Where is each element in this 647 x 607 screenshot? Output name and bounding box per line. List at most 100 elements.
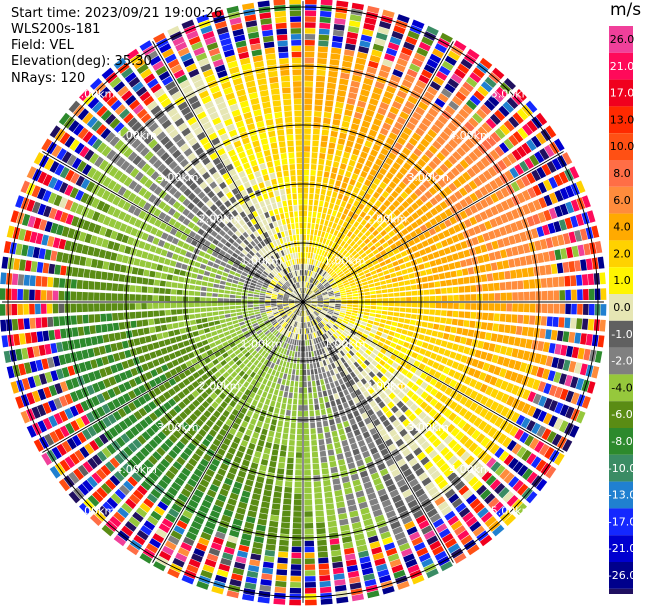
velocity-gate <box>438 374 447 382</box>
velocity-gate <box>363 288 370 292</box>
velocity-gate <box>317 539 327 546</box>
velocity-gate <box>329 298 335 301</box>
velocity-gate <box>294 300 301 302</box>
velocity-gate <box>336 337 342 343</box>
velocity-gate <box>340 357 346 364</box>
velocity-gate <box>329 319 335 324</box>
velocity-gate <box>316 361 320 368</box>
velocity-gate <box>325 214 331 221</box>
velocity-gate <box>344 170 352 178</box>
velocity-gate <box>377 153 386 161</box>
velocity-gate <box>574 332 581 344</box>
velocity-gate <box>164 258 171 266</box>
velocity-gate <box>387 195 395 203</box>
velocity-gate <box>335 296 341 299</box>
velocity-gate <box>175 552 188 563</box>
velocity-gate <box>106 497 118 509</box>
velocity-gate <box>336 453 344 460</box>
velocity-gate <box>564 374 573 387</box>
velocity-gate <box>425 329 433 336</box>
velocity-gate <box>432 156 442 166</box>
velocity-gate <box>337 245 343 252</box>
velocity-gate <box>386 263 394 269</box>
velocity-gate <box>141 345 149 353</box>
velocity-gate <box>256 318 263 322</box>
velocity-gate <box>451 95 463 106</box>
velocity-gate <box>408 457 418 467</box>
velocity-gate <box>299 381 303 388</box>
velocity-gate <box>456 130 467 141</box>
velocity-gate <box>113 220 122 230</box>
velocity-gate <box>320 270 325 276</box>
velocity-gate <box>402 324 410 330</box>
velocity-gate <box>462 171 472 182</box>
velocity-gate <box>355 333 362 339</box>
velocity-gate <box>126 544 139 556</box>
velocity-gate <box>304 464 311 470</box>
velocity-gate <box>376 409 384 418</box>
velocity-gate <box>532 393 542 405</box>
velocity-gate <box>360 507 370 515</box>
velocity-gate <box>490 205 499 216</box>
velocity-gate <box>429 378 438 386</box>
velocity-gate <box>305 296 310 301</box>
velocity-gate <box>332 119 341 126</box>
velocity-gate <box>342 536 353 544</box>
velocity-gate <box>441 310 447 317</box>
velocity-gate <box>203 410 212 418</box>
velocity-gate <box>288 299 295 301</box>
velocity-gate <box>56 224 64 236</box>
velocity-gate <box>271 295 277 298</box>
velocity-gate <box>15 195 25 208</box>
velocity-gate <box>450 326 457 334</box>
velocity-gate <box>264 330 270 335</box>
velocity-gate <box>437 331 444 339</box>
velocity-gate <box>115 362 124 372</box>
velocity-gate <box>304 98 313 105</box>
velocity-gate <box>312 278 316 284</box>
velocity-gate <box>420 214 429 223</box>
velocity-gate <box>489 479 501 491</box>
velocity-gate <box>358 94 368 103</box>
velocity-gate <box>344 451 352 458</box>
velocity-gate <box>214 371 222 379</box>
velocity-gate <box>202 564 215 574</box>
velocity-gate <box>332 161 340 168</box>
velocity-gate <box>243 381 250 388</box>
velocity-gate <box>382 162 391 171</box>
velocity-gate <box>353 361 360 368</box>
velocity-gate <box>282 314 287 319</box>
velocity-gate <box>181 334 188 341</box>
velocity-gate <box>173 375 182 383</box>
velocity-gate <box>226 405 234 413</box>
velocity-gate <box>247 510 257 518</box>
velocity-gate <box>317 305 323 309</box>
velocity-gate <box>358 394 365 401</box>
velocity-gate <box>276 325 282 330</box>
velocity-gate <box>306 264 309 270</box>
velocity-gate <box>331 387 338 394</box>
velocity-gate <box>548 343 556 354</box>
velocity-gate <box>372 338 379 344</box>
velocity-gate <box>354 453 362 462</box>
velocity-gate <box>362 315 369 319</box>
velocity-gate <box>298 387 303 393</box>
velocity-gate <box>353 345 360 351</box>
velocity-gate <box>231 316 238 321</box>
velocity-gate <box>152 533 165 544</box>
velocity-gate <box>401 269 408 275</box>
velocity-gate <box>200 297 206 302</box>
velocity-gate <box>124 349 132 359</box>
velocity-gate <box>492 323 499 332</box>
velocity-gate <box>511 348 519 358</box>
velocity-gate <box>253 294 260 298</box>
velocity-gate <box>296 440 302 447</box>
velocity-gate <box>310 333 313 339</box>
velocity-gate <box>546 431 557 444</box>
velocity-gate <box>372 143 381 152</box>
velocity-gate <box>341 157 349 165</box>
velocity-gate <box>467 367 476 377</box>
velocity-gate <box>396 90 408 99</box>
velocity-gate <box>331 555 343 563</box>
velocity-gate <box>131 455 142 466</box>
